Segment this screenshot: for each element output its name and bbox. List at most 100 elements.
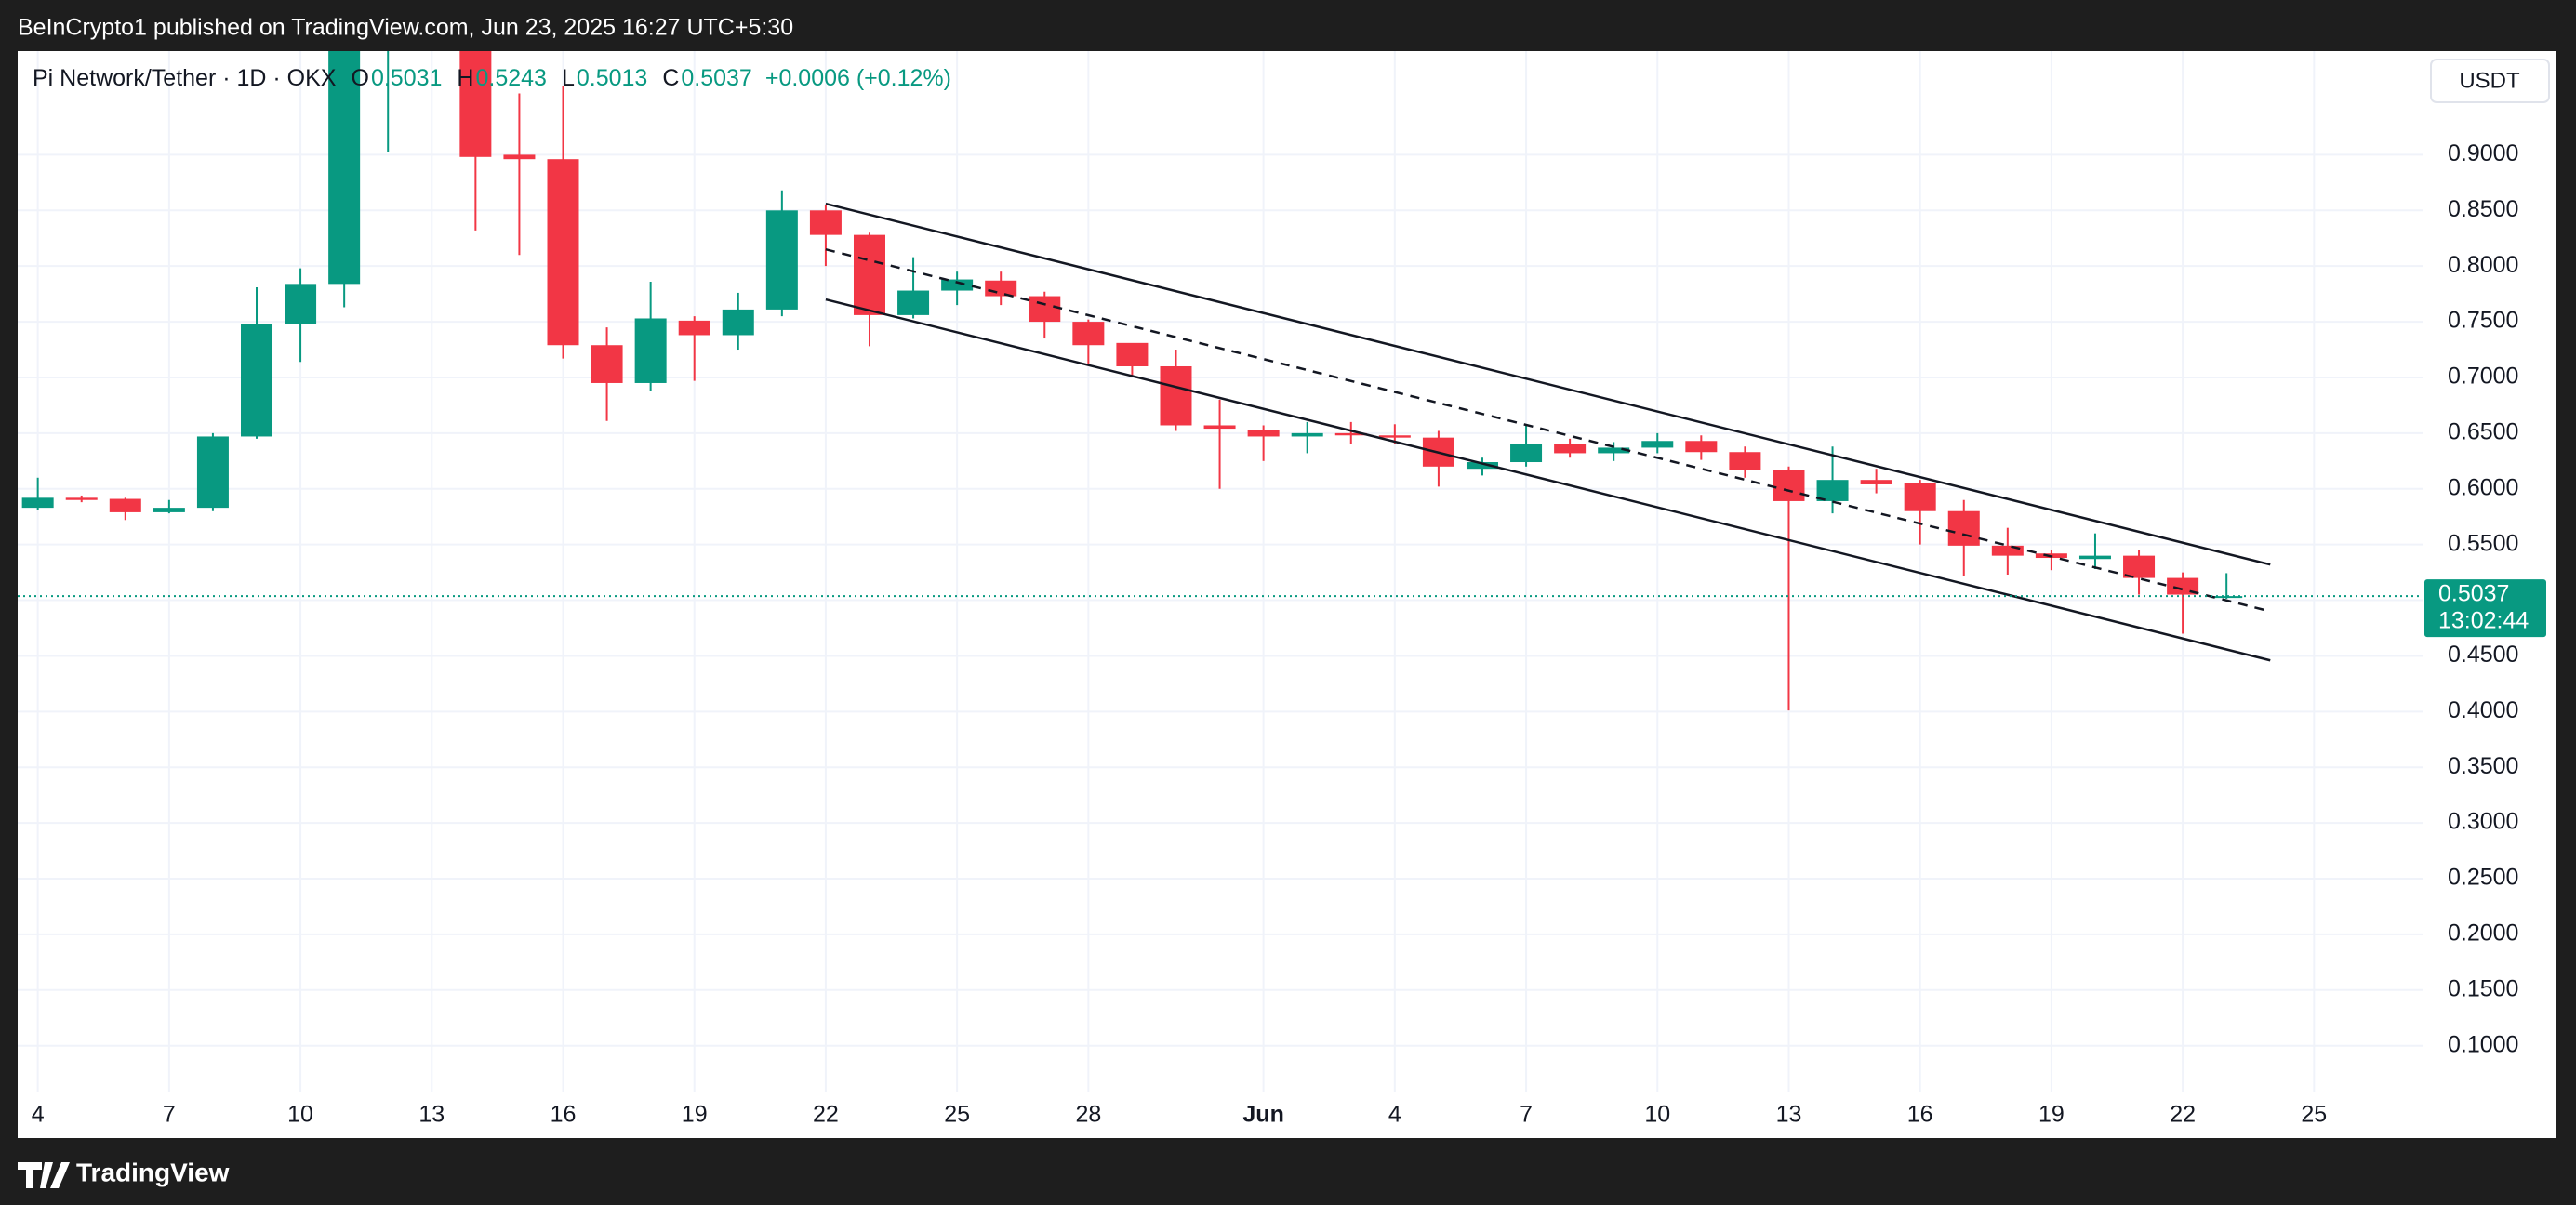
candle-body [2078, 555, 2111, 560]
legend-line: Pi Network/Tether · 1D · OKX O0.5031 H0.52… [33, 65, 951, 91]
x-tick-label: 10 [1644, 1102, 1670, 1128]
x-tick-label: 22 [2170, 1102, 2196, 1128]
x-tick-label: 4 [32, 1102, 45, 1128]
y-tick-label: 0.7500 [2448, 308, 2518, 334]
x-tick-label: 19 [2038, 1102, 2065, 1128]
axes: 0.1000 0.1500 0.2000 0.2500 0.3000 0.3500 0.40… [32, 140, 2519, 1128]
candle-body [153, 508, 185, 512]
y-tick-label: 0.8500 [2448, 196, 2518, 222]
candle-body [591, 345, 623, 383]
candle-body [459, 51, 492, 157]
y-tick-label: 0.1500 [2448, 975, 2518, 1001]
candle-body [1554, 444, 1587, 454]
candle-body [21, 497, 54, 509]
candle-body [1904, 483, 1936, 511]
candle-body [1685, 441, 1718, 453]
x-tick-label: 28 [1075, 1102, 1101, 1128]
candle-body [503, 154, 536, 160]
x-tick-label: 7 [163, 1102, 176, 1128]
x-tick-label: Jun [1242, 1102, 1283, 1128]
y-tick-label: 0.9000 [2448, 140, 2518, 166]
ohlc-value: 0.5243 [475, 65, 546, 91]
candle-body [634, 318, 667, 383]
y-tick-label: 0.8000 [2448, 252, 2518, 278]
y-tick-label: 0.7000 [2448, 364, 2518, 390]
x-tick-label: 7 [1520, 1102, 1533, 1128]
y-tick-label: 0.6500 [2448, 418, 2518, 444]
x-tick-label: 10 [287, 1102, 313, 1128]
x-tick-label: 13 [1776, 1102, 1802, 1128]
candle-body [1334, 432, 1367, 436]
currency[interactable]: USDT [2459, 68, 2520, 93]
countdown: 13:02:44 [2438, 608, 2529, 634]
candle-body [941, 279, 974, 291]
y-tick-label: 0.4000 [2448, 697, 2518, 723]
y-tick-label: 0.5500 [2448, 530, 2518, 556]
candle-body [1947, 510, 1980, 546]
candle-body [285, 284, 317, 324]
x-tick-label: 16 [1907, 1102, 1933, 1128]
candle-body [1991, 545, 2024, 556]
trendline [825, 202, 2271, 566]
candle-body [547, 159, 579, 346]
x-tick-label: 16 [551, 1102, 577, 1128]
candle-body [65, 497, 98, 500]
candle-body [1729, 452, 1761, 470]
x-tick-label: 13 [418, 1102, 445, 1128]
candle-body [722, 309, 754, 336]
candle-body [1816, 480, 1849, 501]
price-tag [2424, 579, 2546, 638]
logo [18, 1162, 70, 1188]
ohlc-label: H [457, 65, 473, 91]
ohlc-value: 0.5037 [681, 65, 751, 91]
y-tick-label: 0.4500 [2448, 642, 2518, 668]
trendline [825, 298, 2271, 662]
candle-body [1116, 342, 1149, 366]
candle-body [853, 234, 885, 315]
currency-button[interactable] [2430, 59, 2550, 103]
brand-logo [18, 1162, 70, 1188]
candle-body [897, 290, 930, 315]
y-tick-label: 0.1000 [2448, 1031, 2518, 1057]
ohlc-value: 0.5031 [371, 65, 442, 91]
candle-body [1466, 462, 1498, 470]
x-tick-label: 25 [2301, 1102, 2327, 1128]
ohlc-label: O [351, 65, 368, 91]
candle-body [1291, 432, 1323, 437]
candle-body [1510, 444, 1543, 463]
y-tick-label: 0.6000 [2448, 474, 2518, 500]
candle-body [985, 280, 1017, 297]
candle-body [678, 320, 710, 336]
trendline [825, 248, 2271, 613]
candle-body [2211, 596, 2243, 599]
candle-body [1029, 296, 1061, 323]
candle-body [1203, 425, 1236, 430]
candle-body [1378, 435, 1411, 438]
y-tick-label: 0.2000 [2448, 920, 2518, 947]
candle-body [809, 210, 842, 235]
y-tick-label: 0.3000 [2448, 809, 2518, 835]
plot [18, 51, 2423, 711]
candle-body [196, 436, 229, 509]
candle-body [2123, 555, 2156, 578]
ohlc-label: C [662, 65, 679, 91]
x-tick-label: 25 [944, 1102, 970, 1128]
candle-body [1641, 441, 1674, 448]
header: Pi Network/Tether · 1D · OKX O0.5031 H0.52… [33, 65, 951, 91]
symbol-title: Pi Network/Tether · 1D · OKX [33, 65, 337, 91]
candle-body [1160, 365, 1192, 426]
candle-body [1860, 480, 1892, 484]
ohlc-value: 0.5013 [577, 65, 647, 91]
ohlc-label: L [562, 65, 575, 91]
brand: TradingView [76, 1158, 230, 1186]
candle-body [328, 51, 361, 285]
candle-body [765, 210, 798, 310]
x-tick-label: 4 [1388, 1102, 1401, 1128]
candle-body [1598, 447, 1630, 454]
chart-panel [18, 51, 2556, 1138]
x-tick-label: 22 [813, 1102, 839, 1128]
candle-body [1072, 322, 1105, 346]
change-value: +0.0006 (+0.12%) [765, 65, 951, 91]
